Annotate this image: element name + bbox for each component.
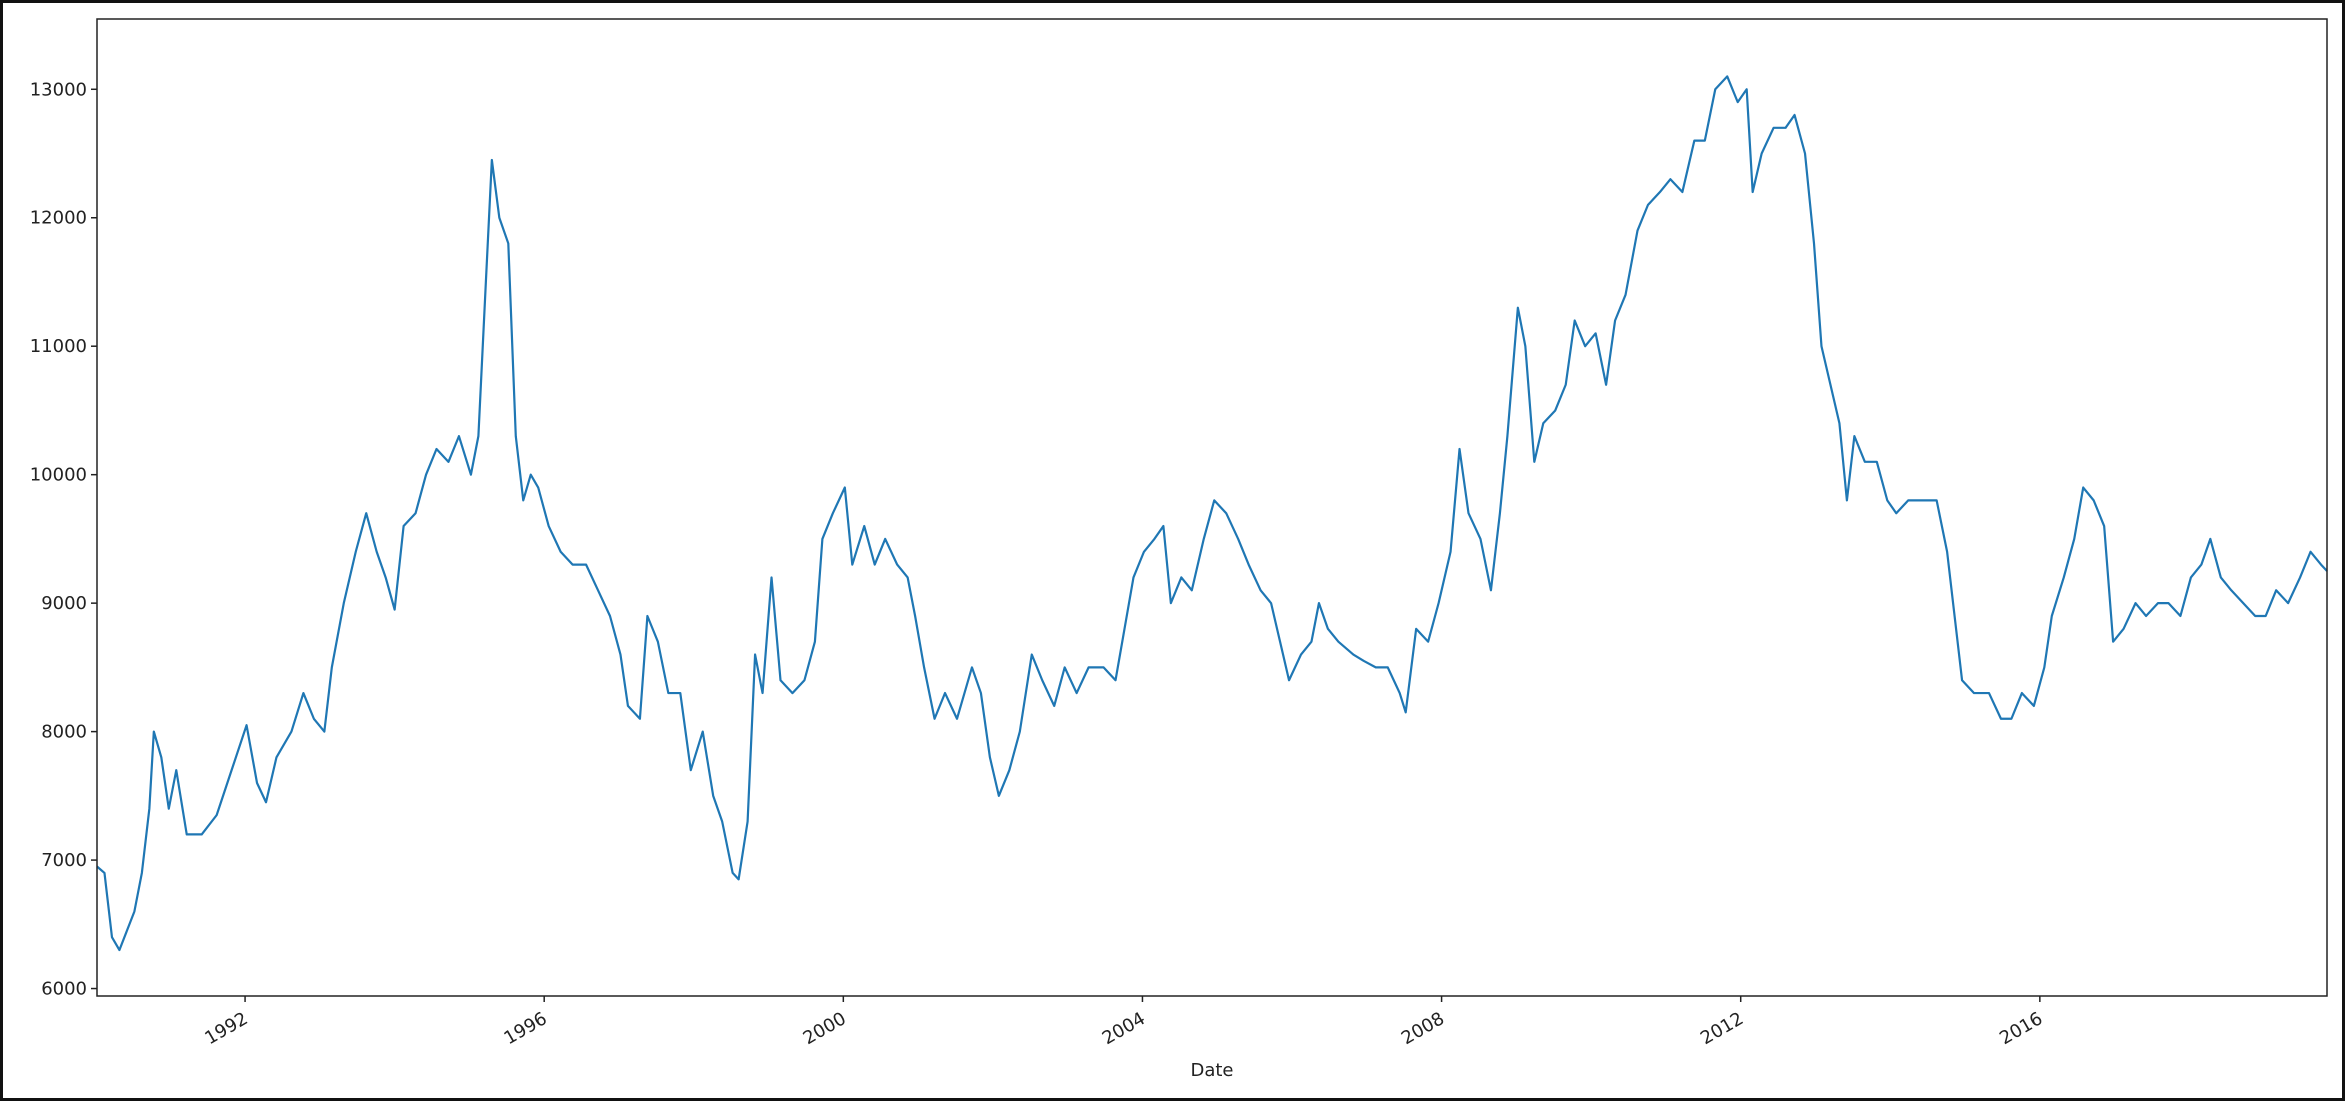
y-tick-label: 7000: [41, 850, 87, 871]
plot-area: [96, 18, 2328, 997]
y-tick-label: 8000: [41, 722, 87, 743]
x-axis-label: Date: [1190, 1060, 1233, 1081]
y-tick-label: 12000: [30, 208, 87, 229]
y-tick-label: 13000: [30, 79, 87, 100]
line: [96, 75, 2328, 952]
y-tick-label: 10000: [30, 465, 87, 486]
y-tick-label: 11000: [30, 336, 87, 357]
y-tick-label: 6000: [41, 979, 87, 1000]
y-tick-label: 9000: [41, 593, 87, 614]
